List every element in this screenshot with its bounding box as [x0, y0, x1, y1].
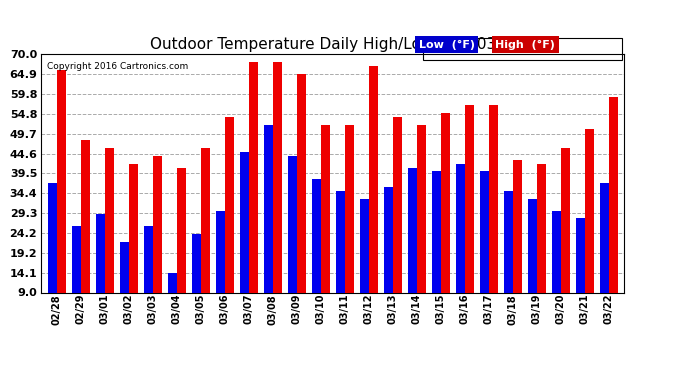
Bar: [465, 105, 474, 292]
Text: High  (°F): High (°F): [495, 40, 555, 50]
Bar: [480, 171, 489, 292]
Bar: [393, 117, 402, 292]
Bar: [528, 199, 537, 292]
Bar: [129, 164, 138, 292]
Bar: [48, 183, 57, 292]
Title: Outdoor Temperature Daily High/Low 20160323: Outdoor Temperature Daily High/Low 20160…: [150, 37, 515, 52]
Bar: [561, 148, 570, 292]
Bar: [575, 218, 585, 292]
Bar: [504, 191, 513, 292]
Bar: [177, 168, 186, 292]
Bar: [240, 152, 249, 292]
Bar: [57, 70, 66, 292]
Bar: [105, 148, 114, 292]
Bar: [216, 210, 225, 292]
Bar: [264, 124, 273, 292]
Bar: [552, 210, 561, 292]
Bar: [120, 242, 129, 292]
Bar: [312, 179, 321, 292]
Bar: [432, 171, 441, 292]
Bar: [192, 234, 201, 292]
Bar: [96, 214, 105, 292]
Bar: [537, 164, 546, 292]
Bar: [408, 168, 417, 292]
Bar: [441, 113, 450, 292]
Bar: [81, 140, 90, 292]
Text: Low  (°F): Low (°F): [419, 40, 475, 50]
Bar: [489, 105, 498, 292]
Bar: [456, 164, 465, 292]
Bar: [225, 117, 234, 292]
Bar: [273, 62, 282, 292]
Bar: [72, 226, 81, 292]
Bar: [369, 66, 378, 292]
Bar: [359, 199, 369, 292]
Bar: [609, 98, 618, 292]
Bar: [585, 129, 594, 292]
Bar: [201, 148, 210, 292]
Bar: [600, 183, 609, 292]
Text: Copyright 2016 Cartronics.com: Copyright 2016 Cartronics.com: [47, 62, 188, 70]
Bar: [153, 156, 162, 292]
Bar: [345, 124, 354, 292]
Bar: [249, 62, 258, 292]
Bar: [336, 191, 345, 292]
Bar: [513, 160, 522, 292]
Bar: [144, 226, 153, 292]
Bar: [384, 187, 393, 292]
Bar: [321, 124, 330, 292]
Bar: [168, 273, 177, 292]
Bar: [417, 124, 426, 292]
Bar: [288, 156, 297, 292]
Bar: [297, 74, 306, 292]
